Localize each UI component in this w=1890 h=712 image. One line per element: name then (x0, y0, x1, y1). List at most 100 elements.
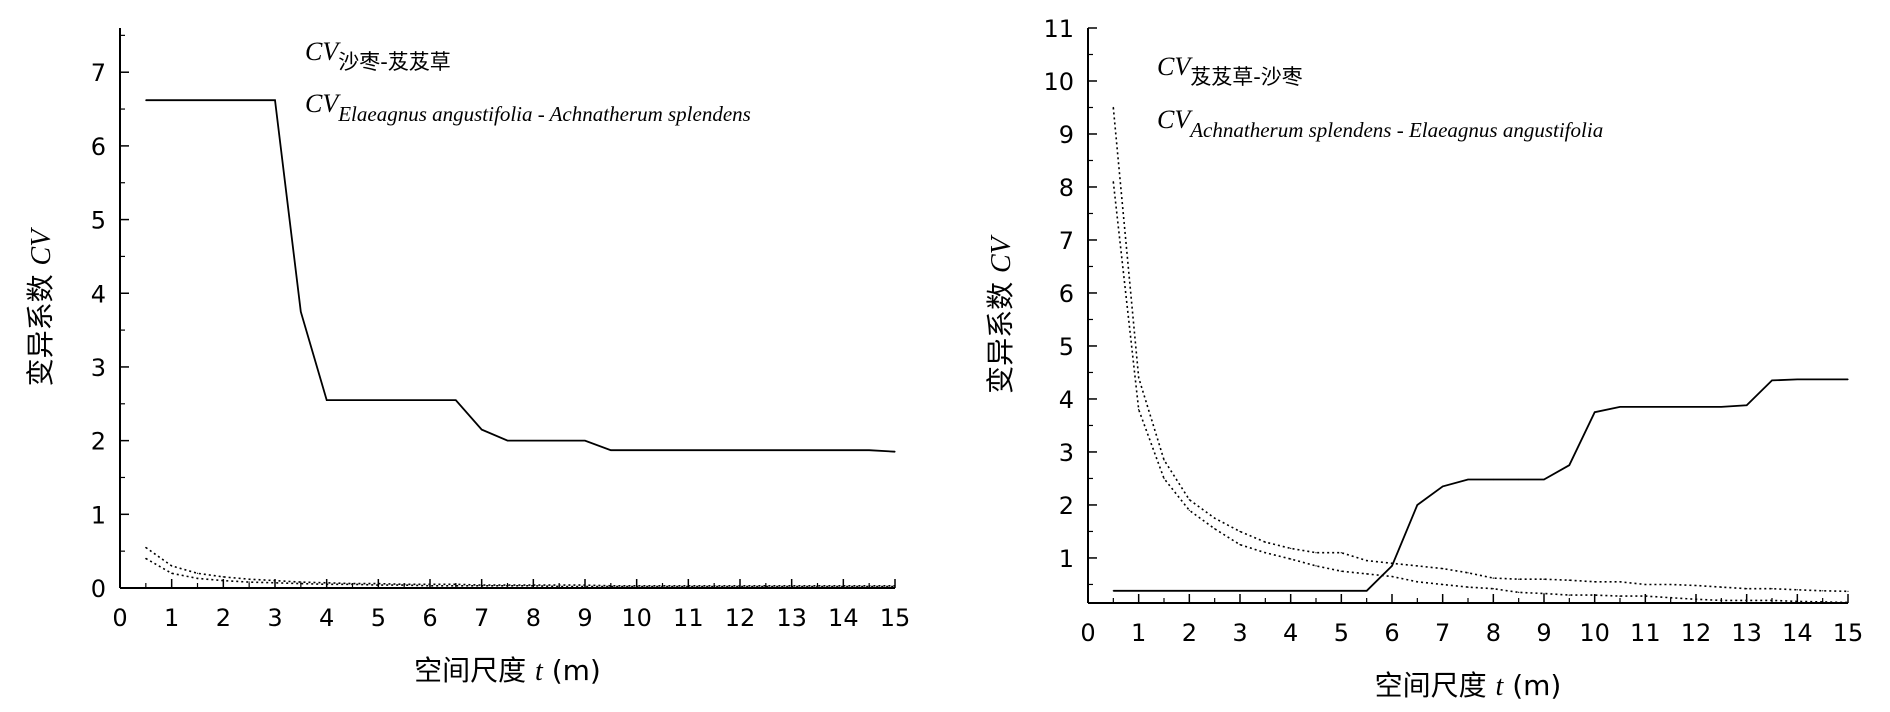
data-point (1340, 570, 1342, 572)
data-point (1290, 547, 1292, 550)
data-point (1746, 404, 1748, 406)
data-point (816, 585, 819, 588)
data-point (765, 585, 767, 588)
data-point (558, 585, 560, 588)
data-point (377, 399, 379, 401)
data-point (1796, 589, 1798, 591)
data-point (145, 546, 147, 549)
data-point (687, 585, 689, 588)
data-point (1720, 406, 1722, 408)
x-tick-label: 7 (1435, 619, 1450, 647)
data-point (1391, 565, 1393, 567)
data-point (274, 99, 276, 101)
x-tick-label: 9 (1536, 619, 1551, 647)
data-point (1290, 558, 1292, 560)
data-point (636, 449, 638, 451)
data-point (1188, 499, 1190, 501)
data-point (1264, 541, 1266, 543)
data-point (1442, 485, 1444, 487)
data-point (1214, 590, 1216, 592)
data-point (687, 449, 689, 451)
data-point (661, 585, 664, 588)
data-point (713, 585, 715, 588)
x-tick-label: 13 (1731, 619, 1762, 647)
data-point (1315, 590, 1317, 592)
x-tick-label: 1 (164, 604, 179, 632)
data-point (403, 584, 405, 586)
legend-subscript: Elaeagnus angustifolia - Achnatherum spl… (337, 102, 751, 126)
data-point (274, 582, 276, 584)
x-tick-label: 8 (1486, 619, 1501, 647)
data-point (842, 449, 844, 451)
data-point (248, 578, 250, 580)
x-tick-label: 10 (1579, 619, 1610, 647)
data-point (196, 577, 199, 580)
data-point (1543, 478, 1545, 481)
data-point (1796, 600, 1798, 603)
data-point (145, 557, 147, 560)
data-point (1644, 406, 1646, 408)
x-tick-label: 5 (1334, 619, 1349, 647)
data-point (1492, 478, 1494, 481)
data-point (1188, 509, 1190, 511)
y-tick-label: 4 (1059, 386, 1074, 414)
data-point (1771, 588, 1773, 590)
y-axis-label-var: CV (986, 234, 1017, 273)
legend-subscript: 芨芨草-沙枣 (1190, 65, 1303, 89)
data-point (1239, 544, 1241, 546)
legend-entry: CV沙枣-芨芨草 (305, 37, 451, 74)
data-point (1391, 575, 1393, 578)
x-tick-label: 4 (319, 604, 334, 632)
y-tick-label: 2 (91, 428, 106, 456)
x-tick-label: 3 (1232, 619, 1247, 647)
data-point (326, 399, 328, 401)
data-point (1619, 406, 1621, 408)
y-tick-label: 0 (91, 575, 106, 603)
y-axis-label: 变异系数 CV (984, 234, 1017, 394)
x-tick-label: 0 (112, 604, 127, 632)
data-point (1594, 411, 1596, 413)
data-point (326, 583, 328, 585)
legend-main: CV (305, 89, 341, 118)
data-point (1416, 581, 1418, 583)
x-axis-label-text: 空间尺度 (1375, 669, 1496, 702)
data-point (1264, 590, 1266, 592)
data-point (222, 99, 224, 101)
data-point (1771, 599, 1773, 602)
data-point (1290, 590, 1292, 592)
data-point (222, 576, 224, 578)
data-point (1112, 106, 1114, 109)
data-point (481, 429, 483, 431)
data-point (636, 585, 638, 588)
x-axis-label-unit: (m) (543, 654, 601, 687)
data-point (1644, 595, 1646, 597)
y-tick-label: 6 (91, 133, 106, 161)
legend-entry: CVElaeagnus angustifolia - Achnatherum s… (305, 89, 751, 126)
data-point (610, 585, 612, 588)
y-tick-label: 7 (1059, 227, 1074, 255)
data-point (248, 99, 250, 101)
data-point (1492, 577, 1494, 579)
x-tick-label: 13 (776, 604, 807, 632)
data-point (196, 572, 199, 574)
data-point (661, 449, 664, 451)
data-point (532, 585, 534, 587)
data-point (868, 585, 870, 588)
chart-right: 0 1 2 3 4 5 6 7 8 9 10 11 12 13 14 151234567891011空间尺度 … (984, 15, 1863, 702)
data-point (791, 585, 793, 588)
data-point (894, 451, 896, 453)
x-tick-label: 10 (621, 604, 652, 632)
data-point (171, 572, 173, 574)
legend-entry: CVAchnatherum splendens - Elaeagnus angu… (1157, 105, 1603, 142)
data-point (300, 583, 302, 585)
x-tick-label: 1 (1131, 619, 1146, 647)
x-tick-label: 2 (1182, 619, 1197, 647)
data-point (377, 584, 379, 586)
data-point (1340, 590, 1342, 592)
data-point (1442, 568, 1444, 570)
series-line-3 (145, 557, 895, 588)
data-point (1619, 595, 1621, 597)
x-tick-label: 14 (1782, 619, 1813, 647)
y-tick-label: 10 (1043, 68, 1074, 96)
